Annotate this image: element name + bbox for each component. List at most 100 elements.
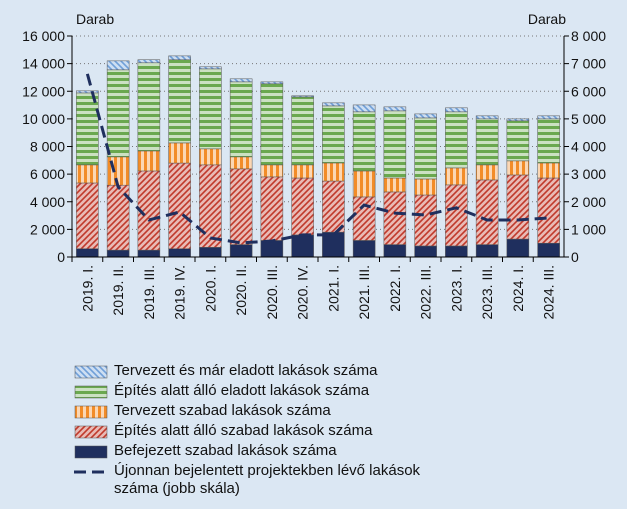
y-tick-label: 8 000: [30, 139, 65, 155]
x-tick-label: 2019. III.: [141, 265, 157, 319]
y-tick-label: 4 000: [30, 194, 65, 210]
bar-segment: [260, 164, 284, 178]
x-tick-label: 2021. III.: [356, 265, 372, 319]
x-tick-label: 2023. I.: [448, 265, 464, 312]
legend-label: Befejezett szabad lakások száma: [114, 442, 337, 459]
bar-segment: [352, 196, 376, 241]
bar-segment: [76, 90, 99, 94]
bar-segment: [383, 110, 407, 179]
bar-segment: [76, 248, 99, 258]
bar-segment: [475, 179, 499, 245]
legend-label: Építés alatt álló eladott lakások száma: [114, 382, 370, 399]
x-tick-label: 2022. I.: [387, 265, 403, 312]
bar-segment: [383, 244, 407, 258]
bar-segment: [76, 164, 99, 184]
bar-segment: [475, 118, 499, 166]
bar-segment: [199, 148, 222, 166]
y2-tick-label: 7 000: [571, 56, 606, 72]
y2-tick-label: 8 000: [571, 28, 606, 44]
bar-segment: [137, 62, 161, 152]
y2-tick-label: 4 000: [571, 139, 606, 155]
legend-item: Építés alatt álló eladott lakások száma: [74, 382, 494, 400]
bar-segment: [383, 177, 407, 193]
legend-swatch: [74, 365, 108, 379]
y2-tick-label: 5 000: [571, 111, 606, 127]
bar-segment: [291, 95, 314, 98]
bar-segment: [352, 104, 376, 113]
legend-swatch: [74, 385, 108, 399]
bar-segment: [445, 245, 468, 258]
legend-label: Építés alatt álló szabad lakások száma: [114, 422, 373, 439]
bar-segment: [322, 102, 345, 107]
bar-segment: [199, 164, 222, 248]
bar-segment: [291, 96, 314, 166]
bar-segment: [137, 249, 161, 258]
x-tick-label: 2024. I.: [510, 265, 526, 312]
x-tick-label: 2020. II.: [233, 265, 249, 316]
bar-segment: [414, 245, 437, 258]
bar-segment: [537, 118, 560, 164]
bar-segment: [414, 178, 437, 196]
bar-segment: [106, 60, 130, 71]
bar-segment: [322, 105, 345, 164]
y2-tick-label: 6 000: [571, 83, 606, 99]
bar-segment: [137, 59, 161, 64]
bar-segment: [475, 244, 499, 258]
x-tick-label: 2024. III.: [541, 265, 557, 319]
bar-segment: [352, 240, 376, 258]
y2-axis-label: Darab: [528, 11, 566, 27]
bar-segment: [506, 120, 530, 162]
bar-segment: [383, 106, 407, 112]
y-tick-label: 10 000: [22, 111, 65, 127]
bar-segment: [229, 168, 253, 245]
bar-segment: [506, 174, 530, 240]
y-axis-label: Darab: [76, 11, 114, 27]
bar-segment: [537, 162, 560, 179]
bar-segment: [506, 238, 530, 258]
bar-segment: [506, 160, 530, 176]
x-tick-label: 2019. I.: [79, 265, 95, 312]
bar-segment: [229, 156, 253, 170]
legend-item: Tervezett szabad lakások száma: [74, 402, 494, 420]
y2-tick-label: 0: [571, 249, 579, 265]
bar-segment: [137, 150, 161, 172]
bar-segment: [322, 180, 345, 233]
bar-segment: [106, 249, 130, 258]
y-tick-label: 16 000: [22, 28, 65, 44]
bar-segment: [199, 247, 222, 258]
y-tick-label: 2 000: [30, 221, 65, 237]
bar-segment: [414, 117, 437, 180]
bar-segment: [229, 81, 253, 158]
legend-label: Tervezett és már eladott lakások száma: [114, 362, 378, 379]
bar-segment: [168, 248, 191, 258]
bar-segment: [291, 234, 314, 258]
legend: Tervezett és már eladott lakások száma Ép…: [74, 362, 494, 500]
y2-tick-label: 3 000: [571, 166, 606, 182]
legend-swatch: [74, 470, 108, 474]
legend-label: Újonnan bejelentett projektekben lévő la…: [114, 462, 421, 497]
y-tick-label: 12 000: [22, 83, 65, 99]
bar-segment: [414, 113, 437, 119]
plot: Darab Darab 0 2 000 4 000 6 000 8 000 10 000 1…: [22, 11, 606, 320]
bar-segment: [445, 167, 468, 186]
bar-segment: [168, 162, 191, 249]
legend-item: Tervezett és már eladott lakások száma: [74, 362, 494, 380]
legend-item: Építés alatt álló szabad lakások száma: [74, 422, 494, 440]
bar-segment: [475, 115, 499, 120]
legend-swatch: [74, 425, 108, 439]
y-tick-label: 14 000: [22, 56, 65, 72]
bar-segment: [168, 142, 191, 164]
bar-segment: [229, 78, 253, 83]
bar-segment: [537, 115, 560, 120]
bar-segment: [322, 162, 345, 182]
bar-segment: [76, 92, 99, 166]
bar-segment: [506, 118, 530, 122]
bar-segment: [168, 55, 191, 61]
bar-segment: [352, 170, 376, 198]
bar-segment: [168, 59, 191, 144]
x-tick-label: 2020. III.: [264, 265, 280, 319]
x-tick-label: 2019. II.: [110, 265, 126, 316]
legend-item: Befejezett szabad lakások száma: [74, 442, 494, 460]
bar-segment: [229, 244, 253, 258]
x-tick-label: 2022. III.: [418, 265, 434, 319]
